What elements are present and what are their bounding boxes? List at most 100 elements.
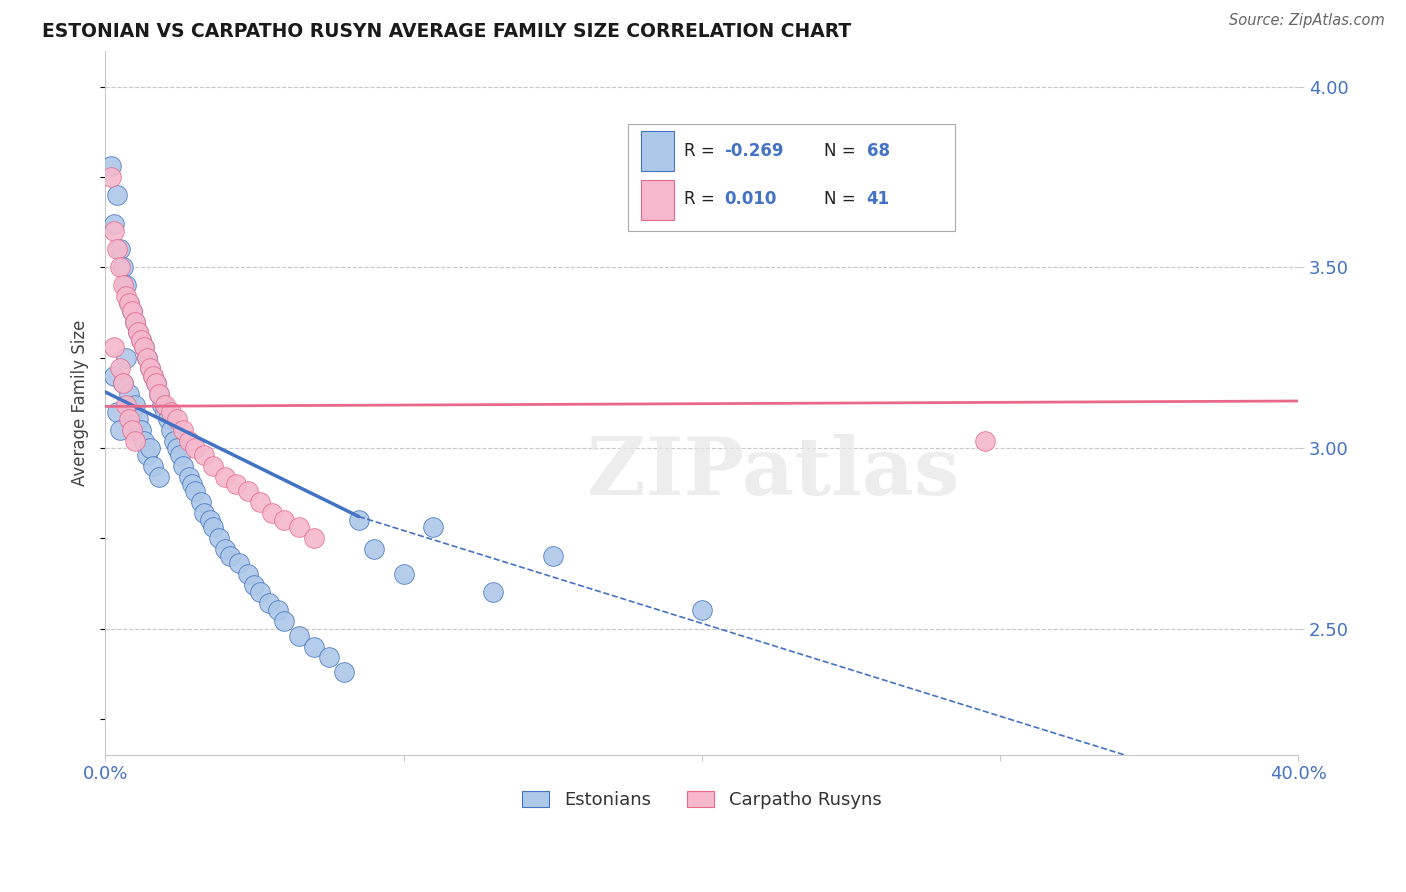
Point xyxy=(132,434,155,448)
Point xyxy=(160,423,183,437)
Point xyxy=(108,242,131,256)
Point xyxy=(142,458,165,473)
Text: 0.010: 0.010 xyxy=(724,190,776,208)
Point xyxy=(183,484,205,499)
Point xyxy=(124,314,146,328)
Text: ZIPatlas: ZIPatlas xyxy=(588,434,959,512)
Text: -0.269: -0.269 xyxy=(724,142,785,160)
Point xyxy=(150,398,173,412)
Point xyxy=(422,520,444,534)
Point xyxy=(267,603,290,617)
Point xyxy=(177,470,200,484)
Point xyxy=(139,361,162,376)
Point xyxy=(108,260,131,275)
Bar xyxy=(641,179,673,220)
Point xyxy=(132,340,155,354)
Point xyxy=(156,412,179,426)
Point xyxy=(190,495,212,509)
Point xyxy=(105,242,128,256)
Point xyxy=(103,217,125,231)
Point xyxy=(163,434,186,448)
Bar xyxy=(641,130,673,171)
Point xyxy=(318,650,340,665)
Point xyxy=(302,531,325,545)
Point xyxy=(201,520,224,534)
Point xyxy=(115,278,138,293)
Point xyxy=(115,398,138,412)
Point xyxy=(121,303,143,318)
Point xyxy=(136,448,159,462)
Point xyxy=(100,170,122,185)
Text: N =: N = xyxy=(824,142,860,160)
Point xyxy=(136,351,159,365)
FancyBboxPatch shape xyxy=(628,124,955,231)
Text: N =: N = xyxy=(824,190,860,208)
Point xyxy=(153,398,176,412)
Text: R =: R = xyxy=(683,190,720,208)
Text: ESTONIAN VS CARPATHO RUSYN AVERAGE FAMILY SIZE CORRELATION CHART: ESTONIAN VS CARPATHO RUSYN AVERAGE FAMIL… xyxy=(42,22,852,41)
Point xyxy=(249,495,271,509)
Point xyxy=(172,423,194,437)
Point xyxy=(124,434,146,448)
Point xyxy=(112,260,135,275)
Point xyxy=(145,376,167,390)
Point xyxy=(121,303,143,318)
Point xyxy=(124,314,146,328)
Point xyxy=(214,542,236,557)
Point xyxy=(207,531,229,545)
Point xyxy=(219,549,242,564)
Point xyxy=(160,405,183,419)
Point xyxy=(142,368,165,383)
Point xyxy=(166,412,188,426)
Point xyxy=(127,412,149,426)
Point xyxy=(127,326,149,340)
Point xyxy=(288,520,311,534)
Point xyxy=(118,296,141,310)
Point xyxy=(392,567,415,582)
Point xyxy=(100,159,122,173)
Point xyxy=(180,477,202,491)
Text: 41: 41 xyxy=(866,190,890,208)
Point xyxy=(148,386,170,401)
Point xyxy=(127,326,149,340)
Point xyxy=(238,567,260,582)
Point xyxy=(183,441,205,455)
Point xyxy=(214,470,236,484)
Point xyxy=(153,405,176,419)
Point xyxy=(115,289,138,303)
Point xyxy=(112,376,135,390)
Point xyxy=(108,361,131,376)
Point xyxy=(115,351,138,365)
Point xyxy=(193,506,215,520)
Point xyxy=(124,398,146,412)
Point xyxy=(974,434,997,448)
Point xyxy=(541,549,564,564)
Point xyxy=(273,513,295,527)
Point xyxy=(166,441,188,455)
Point xyxy=(201,458,224,473)
Point xyxy=(259,596,281,610)
Point xyxy=(243,578,266,592)
Point xyxy=(142,368,165,383)
Point xyxy=(148,386,170,401)
Point xyxy=(118,386,141,401)
Point xyxy=(136,351,159,365)
Point xyxy=(139,361,162,376)
Point xyxy=(482,585,505,599)
Point xyxy=(288,629,311,643)
Point xyxy=(103,224,125,238)
Point xyxy=(112,376,135,390)
Point xyxy=(148,470,170,484)
Point xyxy=(333,665,356,679)
Point xyxy=(132,340,155,354)
Point xyxy=(177,434,200,448)
Point xyxy=(198,513,221,527)
Point xyxy=(238,484,260,499)
Point xyxy=(193,448,215,462)
Point xyxy=(690,603,713,617)
Point xyxy=(347,513,370,527)
Point xyxy=(228,557,250,571)
Point xyxy=(249,585,271,599)
Point xyxy=(225,477,247,491)
Point xyxy=(118,296,141,310)
